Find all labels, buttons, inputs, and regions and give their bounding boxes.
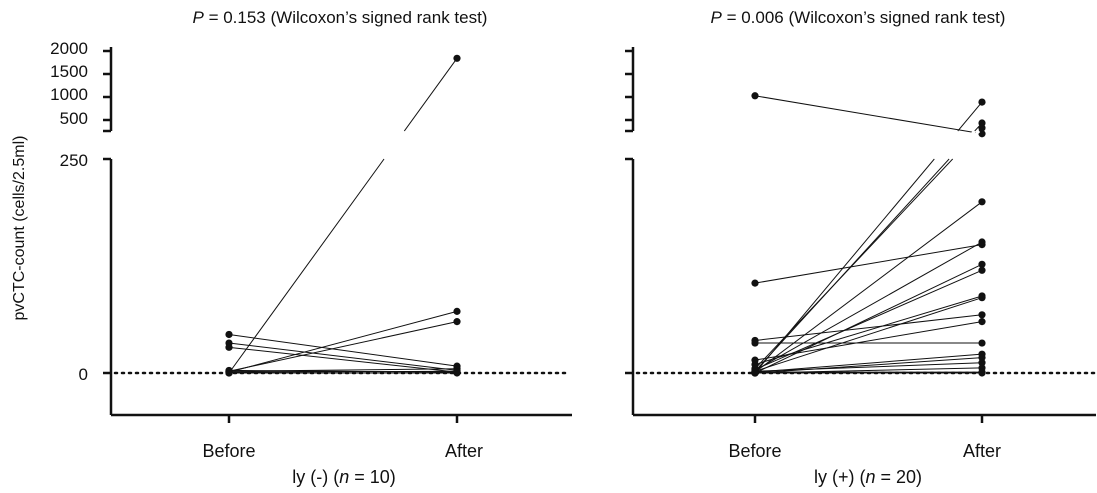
pair-line-break-2-2 [933, 130, 959, 160]
point-after-2-4 [978, 124, 986, 132]
panel-1-group-n: n [339, 467, 349, 487]
pair-line-2-16 [754, 362, 983, 372]
point-after-2-11 [978, 311, 986, 319]
panel-1-group-prefix: ly (-) ( [292, 467, 339, 487]
pair-line-break-2-3 [948, 129, 976, 161]
point-before-1-3 [225, 330, 233, 339]
point-after-1-1 [453, 307, 461, 315]
y-tick-label-250: 250 [60, 151, 88, 170]
point-before-2-12 [751, 356, 759, 364]
pair-line-2-4 [754, 127, 983, 370]
panel-2-group-suffix: = 20) [875, 467, 922, 487]
panel-2-group-label: ly (+) (n = 20) [814, 467, 922, 487]
y-tick-label-2000: 2000 [50, 39, 88, 58]
point-before-1-9 [225, 366, 233, 375]
panel-2-title-italic: P [711, 8, 723, 27]
panel-2-category-after: After [963, 441, 1001, 461]
point-after-1-0 [453, 54, 461, 62]
point-after-2-13 [978, 339, 986, 347]
point-after-2-6 [978, 238, 986, 246]
pair-line-break-1-0 [382, 130, 406, 160]
panel-2-title-rest: = 0.006 (Wilcoxon’s signed rank test) [722, 8, 1006, 27]
point-after-2-0 [978, 130, 986, 138]
pair-line-2-5 [754, 201, 983, 373]
pair-line-2-9 [754, 295, 983, 365]
panel-2-group-n: n [865, 467, 875, 487]
panel-1-category-after: After [445, 441, 483, 461]
pair-line-2-15 [754, 357, 983, 374]
panel-1-title: P = 0.153 (Wilcoxon’s signed rank test) [193, 8, 488, 27]
y-tick-label-500: 500 [60, 109, 88, 128]
pair-line-1-0 [228, 58, 458, 374]
y-tick-label-1500: 1500 [50, 62, 88, 81]
point-before-2-19 [751, 369, 759, 377]
point-after-1-9 [453, 368, 461, 376]
panel-1-group-label: ly (-) (n = 10) [292, 467, 396, 487]
pair-line-1-9 [228, 369, 458, 373]
point-before-2-13 [751, 339, 759, 347]
panel-2-category-before: Before [728, 441, 781, 461]
y-axis-label: pvCTC-count (cells/2.5ml) [11, 136, 28, 321]
panel-1-title-rest: = 0.153 (Wilcoxon’s signed rank test) [204, 8, 488, 27]
pair-line-2-1 [754, 244, 983, 284]
point-after-2-16 [978, 359, 986, 367]
panel-1-category-before: Before [202, 441, 255, 461]
point-before-2-0 [751, 92, 759, 100]
pair-line-2-11 [754, 314, 983, 341]
pair-line-2-10 [754, 297, 983, 372]
point-after-2-10 [978, 294, 986, 302]
point-after-2-2 [978, 98, 986, 106]
pair-line-1-3 [228, 333, 458, 367]
point-after-2-5 [978, 198, 986, 206]
y-tick-label-1000: 1000 [50, 85, 88, 104]
pair-line-1-4 [228, 342, 458, 371]
pair-line-1-5 [228, 346, 458, 373]
point-after-2-12 [978, 318, 986, 326]
pair-line-1-1 [228, 310, 458, 373]
point-after-2-19 [978, 369, 986, 377]
point-after-2-15 [978, 353, 986, 362]
panel-2-group-prefix: ly (+) ( [814, 467, 866, 487]
y-tick-label-0: 0 [79, 365, 88, 384]
pair-line-2-7 [754, 263, 983, 374]
pair-line-2-12 [754, 321, 983, 361]
pair-line-2-3 [754, 122, 983, 372]
panel-1-group-suffix: = 10) [349, 467, 396, 487]
pair-line-2-0 [754, 95, 983, 135]
point-after-2-7 [978, 260, 986, 268]
point-before-2-1 [751, 279, 759, 287]
pair-line-2-6 [754, 241, 983, 371]
point-after-1-2 [453, 318, 461, 326]
point-before-1-5 [225, 343, 233, 351]
panel-2-title: P = 0.006 (Wilcoxon’s signed rank test) [711, 8, 1006, 27]
pair-line-2-14 [754, 353, 983, 373]
pair-line-break-2-4 [951, 129, 981, 161]
point-after-2-8 [978, 266, 986, 274]
pair-line-1-2 [228, 321, 458, 372]
panel-1-title-italic: P [193, 8, 205, 27]
